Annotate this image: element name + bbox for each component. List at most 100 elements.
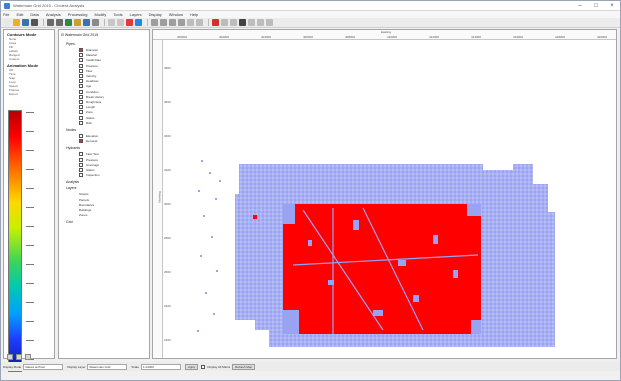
tree-checkbox[interactable] (79, 53, 83, 58)
tree-checkbox[interactable] (79, 110, 83, 115)
refresh-map-button[interactable]: Refresh Map (232, 363, 256, 370)
tree-checkbox[interactable] (79, 74, 83, 78)
tree-item[interactable]: Install Date (79, 58, 101, 63)
display-layer-select[interactable]: Watermain Grid (87, 363, 128, 370)
scale-select[interactable]: 1:24000 (140, 363, 181, 370)
help-icon[interactable] (266, 19, 273, 26)
tree-item[interactable]: Pressure (79, 157, 98, 162)
export-icon[interactable] (248, 19, 255, 26)
minimize-button[interactable]: – (578, 2, 582, 9)
contour-option[interactable]: Labels (9, 49, 18, 53)
menu-data[interactable]: Data (30, 12, 39, 17)
select-icon[interactable] (117, 19, 124, 26)
display-all-checkbox[interactable] (201, 364, 206, 369)
menu-display[interactable]: Display (148, 12, 162, 17)
tree-checkbox[interactable] (79, 94, 83, 99)
tree-section[interactable]: Analysis (66, 180, 80, 185)
tree-item[interactable]: Status (79, 168, 95, 172)
tree-checkbox[interactable] (79, 84, 83, 89)
tree-item[interactable]: Velocity (79, 74, 96, 78)
tree-checkbox[interactable] (79, 120, 83, 125)
contour-option[interactable]: Lines (9, 41, 17, 45)
tree-section[interactable]: Layers (66, 186, 77, 191)
tree-checkbox[interactable] (79, 89, 83, 94)
tree-checkbox[interactable] (79, 68, 83, 73)
tree-checkbox[interactable] (79, 100, 83, 104)
tree-item[interactable]: Diameter (79, 48, 98, 52)
tree-item[interactable]: Zone (79, 110, 93, 115)
animation-option[interactable]: Frames (9, 88, 20, 92)
print-legend-icon[interactable] (25, 354, 31, 360)
pointer-icon[interactable] (178, 19, 185, 26)
zoom-in-icon[interactable] (151, 19, 158, 26)
tree-item[interactable]: Flow (79, 68, 92, 73)
stop-icon[interactable] (135, 19, 142, 26)
measure-icon[interactable] (187, 19, 194, 26)
tree-item[interactable]: Age (79, 84, 91, 89)
tree-checkbox[interactable] (79, 134, 83, 138)
animation-option[interactable]: Export (9, 92, 18, 96)
menu-processing[interactable]: Processing (67, 12, 88, 17)
undo-icon[interactable] (47, 19, 54, 26)
tree-checkbox[interactable] (79, 157, 83, 162)
tree-node[interactable]: Streets (79, 192, 89, 197)
tree-node[interactable]: Zones (79, 213, 88, 218)
tree-node[interactable]: Parcels (79, 197, 90, 202)
save-icon[interactable] (22, 19, 29, 26)
grid-icon[interactable] (230, 19, 237, 26)
chart-icon[interactable] (83, 19, 90, 26)
tree-item[interactable]: Coverage (79, 162, 99, 167)
menu-analysis[interactable]: Analysis (45, 12, 61, 17)
menu-edit[interactable]: Edit (16, 12, 24, 17)
contour-option[interactable]: None (9, 37, 17, 41)
tree-item[interactable]: Demand (79, 139, 97, 144)
tree-checkbox[interactable] (79, 168, 83, 172)
tree-checkbox[interactable] (79, 115, 83, 120)
tree-item[interactable]: Headloss (79, 79, 99, 84)
tree-item[interactable]: Inspection (79, 173, 100, 178)
tree-node[interactable]: Boundaries (79, 202, 95, 207)
refresh-icon[interactable] (221, 19, 228, 26)
zoom-legend-icon[interactable] (7, 354, 13, 360)
menu-file[interactable]: File (3, 12, 10, 17)
legend-icon[interactable] (74, 19, 81, 26)
filter-icon[interactable] (108, 19, 115, 26)
tree-item[interactable]: Pressure (79, 63, 98, 68)
identify-icon[interactable] (196, 19, 203, 26)
tree-checkbox[interactable] (79, 173, 83, 178)
tree-section[interactable]: Grid (66, 220, 73, 225)
copy-legend-icon[interactable] (16, 354, 22, 360)
apply-button[interactable]: Apply (184, 363, 199, 370)
map-canvas[interactable]: Easting Northing 400000 402000 404000 40600… (152, 29, 617, 359)
run-icon[interactable] (126, 19, 133, 26)
camera-icon[interactable] (239, 19, 246, 26)
flag-icon[interactable] (212, 19, 219, 26)
tree-checkbox[interactable] (79, 105, 83, 110)
tree-item[interactable]: Risk (79, 120, 92, 125)
animation-option[interactable]: Speed (9, 84, 18, 88)
tree-section[interactable]: Pipes (66, 42, 75, 46)
tree-item[interactable]: Status (79, 115, 95, 120)
tree-checkbox[interactable] (79, 58, 83, 63)
zoom-out-icon[interactable] (160, 19, 167, 26)
animation-option[interactable]: Time (9, 72, 16, 76)
tree-item[interactable]: Break History (79, 94, 104, 99)
collapse-icon[interactable]: ⊟ (61, 33, 65, 37)
tree-checkbox[interactable] (79, 48, 83, 52)
tree-node[interactable]: Buildings (79, 208, 92, 212)
contour-option[interactable]: Ranged (9, 53, 20, 57)
tree-checkbox[interactable] (79, 162, 83, 167)
menu-layers[interactable]: Layers (129, 12, 142, 17)
table-icon[interactable] (92, 19, 99, 26)
tree-section[interactable]: Nodes (66, 128, 77, 132)
tree-checkbox[interactable] (79, 79, 83, 84)
print-icon[interactable] (31, 19, 38, 26)
layer-icon[interactable] (65, 19, 72, 26)
tree-item[interactable]: Length (79, 105, 95, 110)
tree-checkbox[interactable] (79, 63, 83, 68)
contour-option[interactable]: Custom (9, 57, 20, 61)
animation-option[interactable]: Off (9, 68, 13, 72)
menu-help[interactable]: Help (190, 12, 199, 17)
settings-icon[interactable] (257, 19, 264, 26)
tree-section[interactable]: Hydrants (66, 146, 81, 151)
